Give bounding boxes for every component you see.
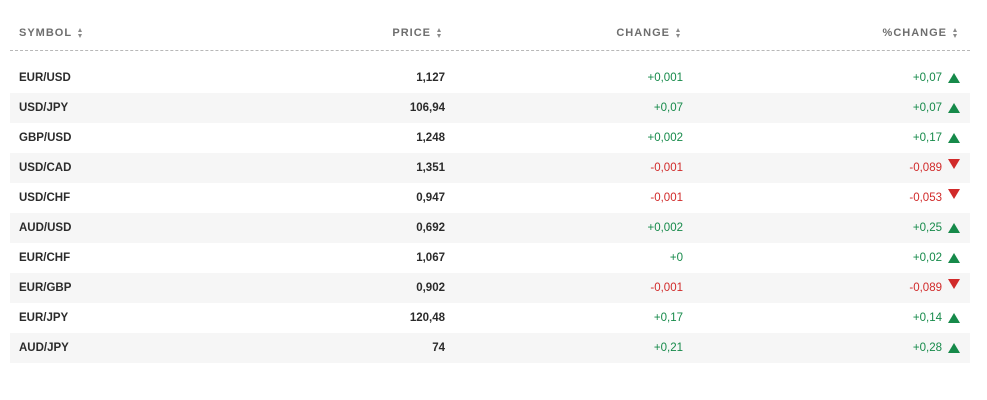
table-row[interactable]: EUR/USD 1,127 +0,001 +0,07 (10, 63, 970, 93)
symbol-cell[interactable]: EUR/GBP (19, 282, 72, 294)
table-header: SYMBOL PRICE CHANGE %CHANGE (10, 0, 970, 51)
price-cell: 74 (432, 342, 445, 354)
price-cell: 0,947 (416, 192, 445, 204)
change-cell: -0,001 (650, 192, 683, 204)
triangle-up-icon (948, 313, 960, 323)
triangle-up-icon (948, 103, 960, 113)
pct-change-cell: +0,02 (912, 252, 942, 264)
symbol-cell[interactable]: USD/CHF (19, 192, 71, 204)
change-cell: +0,17 (653, 312, 683, 324)
sort-icon (78, 28, 83, 38)
change-cell: +0,002 (647, 132, 684, 144)
symbol-cell[interactable]: EUR/USD (19, 72, 71, 84)
price-cell: 0,692 (416, 222, 445, 234)
sort-icon (437, 28, 441, 38)
price-cell: 1,248 (416, 132, 445, 144)
price-cell: 1,127 (416, 72, 445, 84)
triangle-up-icon (948, 343, 960, 353)
symbol-cell[interactable]: EUR/CHF (19, 252, 71, 264)
column-header-symbol[interactable]: SYMBOL (19, 27, 83, 39)
price-cell: 120,48 (409, 312, 445, 324)
pct-change-cell: +0,25 (912, 222, 942, 234)
table-row[interactable]: EUR/GBP 0,902 -0,001 -0,089 (10, 273, 970, 303)
triangle-down-icon (948, 279, 960, 289)
pct-change-cell: +0,14 (912, 312, 942, 324)
pct-change-cell: -0,089 (909, 282, 942, 294)
column-header-price-label: PRICE (392, 27, 431, 39)
table-row[interactable]: EUR/JPY 120,48 +0,17 +0,14 (10, 303, 970, 333)
table-body: EUR/USD 1,127 +0,001 +0,07 USD/JPY 106,9… (10, 63, 970, 363)
triangle-up-icon (948, 133, 960, 143)
price-cell: 0,902 (416, 282, 445, 294)
pct-change-cell: +0,07 (912, 72, 942, 84)
change-cell: +0,21 (653, 342, 683, 354)
currency-table: SYMBOL PRICE CHANGE %CHANGE EUR/USD 1,12… (10, 0, 970, 363)
symbol-cell[interactable]: AUD/USD (19, 222, 72, 234)
change-cell: +0,07 (653, 102, 683, 114)
pct-change-cell: -0,053 (909, 192, 942, 204)
change-cell: +0,002 (647, 222, 684, 234)
pct-change-cell: +0,28 (912, 342, 942, 354)
table-row[interactable]: GBP/USD 1,248 +0,002 +0,17 (10, 123, 970, 153)
table-row[interactable]: USD/JPY 106,94 +0,07 +0,07 (10, 93, 970, 123)
price-cell: 1,067 (416, 252, 445, 264)
column-header-pct-change[interactable]: %CHANGE (883, 27, 957, 39)
column-header-pct-change-label: %CHANGE (882, 27, 947, 39)
change-cell: +0 (669, 252, 683, 264)
pct-change-cell: +0,17 (912, 132, 942, 144)
triangle-up-icon (948, 223, 960, 233)
column-header-change[interactable]: CHANGE (616, 27, 680, 39)
change-cell: -0,001 (650, 162, 683, 174)
change-cell: -0,001 (650, 282, 683, 294)
symbol-cell[interactable]: AUD/JPY (19, 342, 69, 354)
sort-icon (676, 28, 680, 38)
symbol-cell[interactable]: GBP/USD (19, 132, 72, 144)
triangle-up-icon (948, 253, 960, 263)
table-row[interactable]: EUR/CHF 1,067 +0 +0,02 (10, 243, 970, 273)
price-cell: 106,94 (409, 102, 445, 114)
table-row[interactable]: AUD/USD 0,692 +0,002 +0,25 (10, 213, 970, 243)
table-row[interactable]: USD/CAD 1,351 -0,001 -0,089 (10, 153, 970, 183)
sort-icon (953, 28, 957, 38)
pct-change-cell: +0,07 (912, 102, 942, 114)
change-cell: +0,001 (647, 72, 684, 84)
table-row[interactable]: USD/CHF 0,947 -0,001 -0,053 (10, 183, 970, 213)
symbol-cell[interactable]: USD/JPY (19, 102, 69, 114)
symbol-cell[interactable]: USD/CAD (19, 162, 72, 174)
triangle-up-icon (948, 73, 960, 83)
triangle-down-icon (948, 189, 960, 199)
price-cell: 1,351 (416, 162, 445, 174)
triangle-down-icon (948, 159, 960, 169)
column-header-symbol-label: SYMBOL (19, 27, 73, 39)
column-header-price[interactable]: PRICE (392, 27, 441, 39)
column-header-change-label: CHANGE (616, 27, 670, 39)
table-row[interactable]: AUD/JPY 74 +0,21 +0,28 (10, 333, 970, 363)
symbol-cell[interactable]: EUR/JPY (19, 312, 69, 324)
pct-change-cell: -0,089 (909, 162, 942, 174)
